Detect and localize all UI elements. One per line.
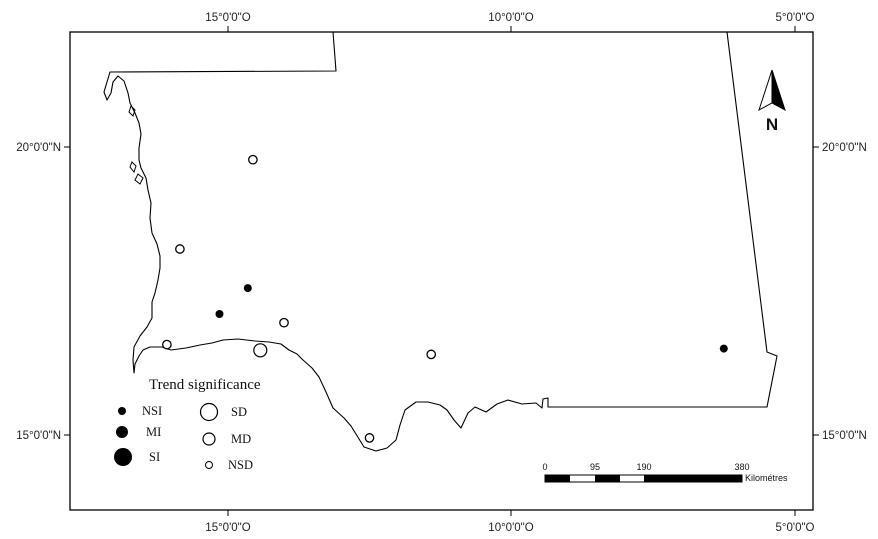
scale-unit: Kilométres <box>745 473 788 483</box>
scale-tick-95: 95 <box>590 462 600 472</box>
legend-label-sd: SD <box>231 405 247 419</box>
graticule-label-left-20n: 20°0'0"N <box>16 142 61 154</box>
station-point-5-md <box>279 317 289 328</box>
graticule-label-bottom-5w: 5°0'0"O <box>775 522 814 534</box>
legend-symbol-md <box>202 432 216 446</box>
legend-label-nsd: NSD <box>228 458 253 472</box>
north-arrow-label: N <box>766 115 778 134</box>
scale-tick-0: 0 <box>542 462 547 472</box>
scale-tick-190: 190 <box>636 462 651 472</box>
station-point-9-nsi <box>719 344 728 353</box>
legend-title: Trend significance <box>149 377 261 393</box>
country-outline <box>103 31 778 452</box>
legend-symbol-mi <box>116 426 128 438</box>
graticule-ticks <box>64 26 819 516</box>
station-point-10-md <box>364 433 375 443</box>
station-point-4-nsi <box>215 310 224 318</box>
scale-bar: 0 95 190 380 Kilométres <box>542 462 788 483</box>
coastal-islets <box>128 105 144 185</box>
legend-label-nsi: NSI <box>142 404 162 418</box>
legend-label-md: MD <box>231 432 251 446</box>
legend: Trend significance NSI MI SI SD MD NSD <box>114 377 261 472</box>
station-point-3-nsi <box>243 284 252 293</box>
graticule-label-right-20n: 20°0'0"N <box>822 142 867 154</box>
legend-symbol-nsi <box>118 407 126 415</box>
graticule-label-top-15w: 15°0'0"O <box>205 12 250 24</box>
scale-tick-380: 380 <box>734 462 749 472</box>
legend-label-si: SI <box>149 450 160 464</box>
legend-label-mi: MI <box>146 425 161 439</box>
map-frame <box>69 31 814 511</box>
station-point-2-md <box>175 244 185 254</box>
graticule-label-top-5w: 5°0'0"O <box>775 12 814 24</box>
graticule-label-bottom-10w: 10°0'0"O <box>488 522 533 534</box>
stations-layer <box>162 154 728 443</box>
station-point-6-md <box>162 339 172 350</box>
legend-symbol-si <box>114 448 132 466</box>
north-arrow-icon: N <box>758 69 786 134</box>
legend-symbol-sd <box>199 402 219 422</box>
station-point-8-md <box>426 349 437 360</box>
graticule-label-left-15n: 15°0'0"N <box>16 430 61 442</box>
graticule-label-bottom-15w: 15°0'0"O <box>205 522 250 534</box>
station-point-7-sd <box>253 343 268 358</box>
graticule-label-right-15n: 15°0'0"N <box>822 430 867 442</box>
station-point-1-md <box>248 154 258 165</box>
graticule-label-top-10w: 10°0'0"O <box>488 12 533 24</box>
legend-symbol-nsd <box>205 461 213 469</box>
